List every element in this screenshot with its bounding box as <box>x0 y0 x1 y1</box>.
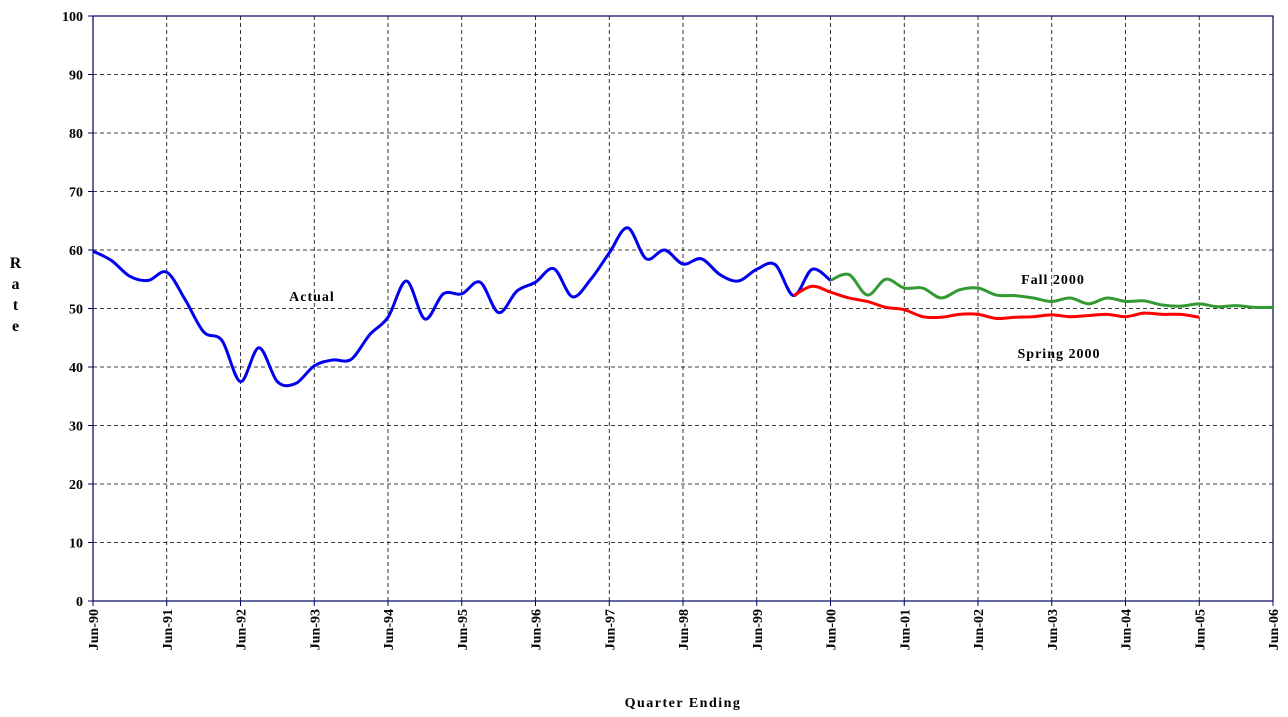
y-tick-label: 60 <box>69 244 83 259</box>
x-tick-label: Jun-93 <box>308 609 323 650</box>
annotation: Spring 2000 <box>1018 347 1101 362</box>
series-line <box>792 284 1200 321</box>
y-tick-label: 30 <box>69 420 83 435</box>
x-tick-label: Jun-06 <box>1267 609 1282 650</box>
x-tick-label: Jun-01 <box>898 609 913 650</box>
annotation: Fall 2000 <box>1021 273 1085 288</box>
y-tick-label: 50 <box>69 303 83 318</box>
x-tick-label: Jun-99 <box>751 609 766 650</box>
x-tick-label: Jun-90 <box>87 609 102 650</box>
x-tick-label: Jun-03 <box>1046 609 1061 650</box>
y-tick-label: 70 <box>69 186 83 201</box>
x-tick-label: Jun-04 <box>1120 609 1135 650</box>
x-tick-label: Jun-00 <box>825 609 840 650</box>
x-tick-label: Jun-02 <box>972 609 987 650</box>
x-tick-label: Jun-05 <box>1193 609 1208 650</box>
x-tick-label: Jun-94 <box>382 609 397 650</box>
x-tick-label: Jun-96 <box>530 609 545 650</box>
y-tick-label: 20 <box>69 478 83 493</box>
x-tick-label: Jun-92 <box>235 609 250 650</box>
series-line <box>92 226 832 388</box>
y-tick-label: 80 <box>69 127 83 142</box>
x-tick-label: Jun-98 <box>677 609 692 650</box>
y-tick-label: 100 <box>62 10 83 25</box>
x-tick-label: Jun-91 <box>161 609 176 650</box>
x-tick-label: Jun-95 <box>456 609 471 650</box>
y-axis-label: Rate <box>7 255 24 339</box>
x-axis-label: Quarter Ending <box>625 696 742 711</box>
y-tick-label: 10 <box>69 537 83 552</box>
y-tick-label: 40 <box>69 361 83 376</box>
x-tick-label: Jun-97 <box>603 609 618 650</box>
annotation: Actual <box>289 290 335 305</box>
series-line <box>829 272 1274 309</box>
y-tick-label: 0 <box>76 595 83 610</box>
y-tick-label: 90 <box>69 69 83 84</box>
